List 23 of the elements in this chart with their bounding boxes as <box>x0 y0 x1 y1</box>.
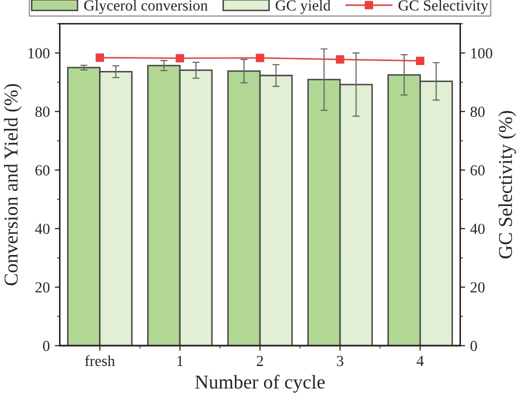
y2-tick-label: 0 <box>470 340 477 352</box>
y2-tick-label: 80 <box>470 106 485 117</box>
y2-tick-label: 100 <box>471 48 492 58</box>
x-tick-label: fresh <box>85 355 115 366</box>
y-tick-label: 0 <box>43 340 50 352</box>
y-tick-label: 40 <box>35 224 50 234</box>
y-tick-label: 20 <box>35 282 50 293</box>
legend-label: GC yield <box>276 0 331 14</box>
y2-tick-label: 60 <box>470 165 485 176</box>
x-tick-label: 2 <box>256 356 263 366</box>
y2-axis-title: GC Selectivity (%) <box>498 110 516 258</box>
x-axis-title: Number of cycle <box>195 374 325 393</box>
y-tick-label: 80 <box>35 106 50 117</box>
y2-tick-label: 20 <box>470 282 485 293</box>
y-tick-label: 60 <box>35 165 50 176</box>
y2-tick-label: 40 <box>470 224 485 234</box>
x-tick-label: 3 <box>336 356 344 366</box>
y-tick-label: 100 <box>28 48 50 58</box>
x-tick-label: 1 <box>177 356 183 366</box>
x-tick-label: 4 <box>416 356 424 366</box>
legend-label: Glycerol conversion <box>84 0 208 14</box>
legend-label: GC Selectivity <box>398 0 488 14</box>
y-axis-title: Conversion and Yield (%) <box>4 84 22 286</box>
